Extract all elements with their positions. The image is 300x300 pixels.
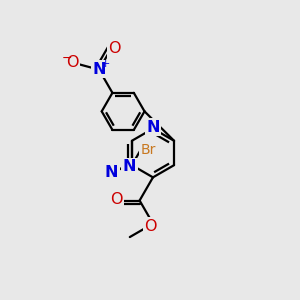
Text: O: O (108, 41, 120, 56)
Text: N: N (123, 159, 136, 174)
Text: Br: Br (140, 143, 156, 157)
Text: O: O (110, 192, 123, 207)
Text: O: O (67, 55, 79, 70)
Text: O: O (144, 219, 157, 234)
Text: N: N (146, 120, 160, 135)
Text: N: N (92, 61, 106, 76)
Text: +: + (101, 59, 110, 69)
Text: N: N (105, 165, 119, 180)
Text: −: − (61, 52, 72, 64)
